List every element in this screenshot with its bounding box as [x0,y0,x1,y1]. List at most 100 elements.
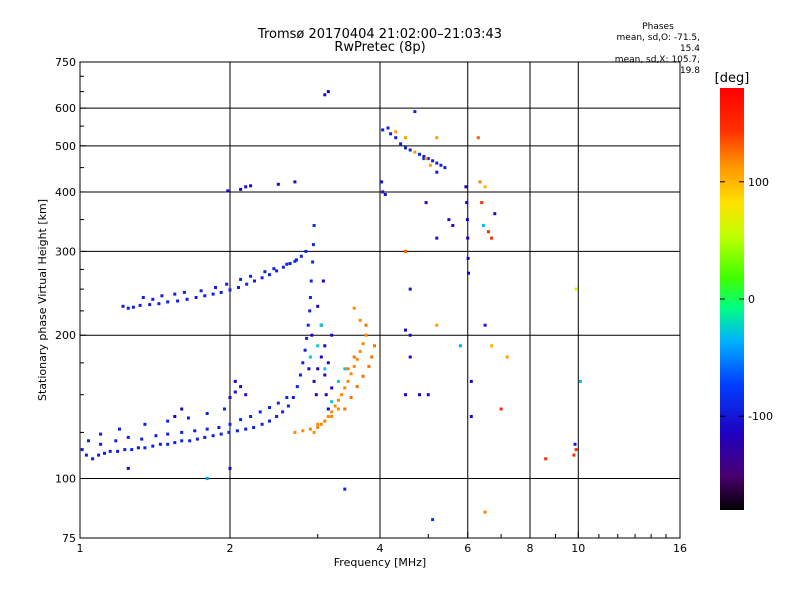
data-point [333,404,337,408]
data-point [316,426,320,429]
data-point [408,148,412,152]
data-point [435,136,439,140]
data-point [340,393,344,397]
data-point [323,373,327,377]
data-point [305,336,309,340]
data-point [239,187,243,191]
data-point [301,429,305,433]
grid-lines [80,62,680,538]
y-tick-label: 200 [55,329,76,342]
data-point [326,415,330,418]
data-point [418,393,421,397]
data-point [217,426,221,429]
data-point [233,390,237,394]
colorbar-ticks: -100 0 100 [720,176,773,423]
data-point [228,396,232,399]
data-point [80,448,84,452]
data-point [272,267,276,271]
data-point [275,415,279,418]
data-point [195,437,199,441]
data-point [544,457,548,461]
data-point [141,296,145,299]
data-point [306,323,310,327]
data-point [478,180,482,184]
colorbar-tick-label: 100 [748,176,769,189]
data-point [228,466,232,470]
data-point [123,448,127,452]
phases-line-x: mean, sd,X: 105.7, 19.8 [614,55,700,76]
data-point [330,410,334,414]
data-point [293,180,297,184]
data-point [469,379,473,383]
data-point [258,410,262,414]
data-point [458,344,462,348]
data-point [352,306,356,310]
data-point [447,218,451,222]
data-point [233,379,237,383]
data-point [281,265,285,269]
data-point [343,367,347,371]
data-point [307,367,311,371]
data-point [309,279,313,283]
data-point [480,201,484,205]
data-point [239,418,243,422]
data-point [408,287,412,291]
data-point [319,355,323,359]
data-point [214,286,217,289]
data-point [126,466,130,470]
data-point [373,344,376,348]
data-point [244,185,248,189]
data-point [364,333,368,337]
data-point [293,259,297,263]
data-point [330,415,334,418]
data-point [316,304,320,308]
data-point [431,518,435,522]
data-point [186,416,190,420]
data-point [301,361,305,365]
phases-title: Phases [642,22,674,32]
data-point [173,292,177,296]
data-point [323,344,327,348]
data-point [140,437,144,441]
data-point [275,269,279,273]
data-point [490,344,494,348]
data-point [205,412,209,415]
data-point [99,432,103,436]
data-point [193,429,197,433]
data-point [319,422,323,426]
data-point [228,422,232,426]
data-point [295,385,299,389]
data-point [276,182,280,186]
data-point [295,258,298,262]
data-point [343,487,347,491]
data-point [435,236,439,240]
data-point [469,415,473,418]
data-point [281,410,285,414]
data-point [346,367,350,371]
data-point [349,396,353,399]
data-point [330,400,334,404]
data-point [486,230,490,234]
data-point [319,323,323,327]
data-point [465,218,469,222]
data-point [424,157,428,161]
data-point [574,448,578,452]
data-point [483,185,487,189]
data-point [370,355,374,359]
data-point [311,260,315,264]
data-point [404,393,407,397]
data-point [166,300,170,304]
data-point [180,407,184,411]
x-tick-label: 2 [227,542,234,555]
data-point [244,393,248,397]
data-point [143,422,147,426]
data-point [263,270,267,274]
data-point [383,193,387,196]
data-point [253,279,256,283]
data-point [91,457,95,461]
data-point [311,243,315,247]
data-point [103,451,106,455]
data-point [394,136,398,140]
y-tick-label: 400 [55,186,76,199]
